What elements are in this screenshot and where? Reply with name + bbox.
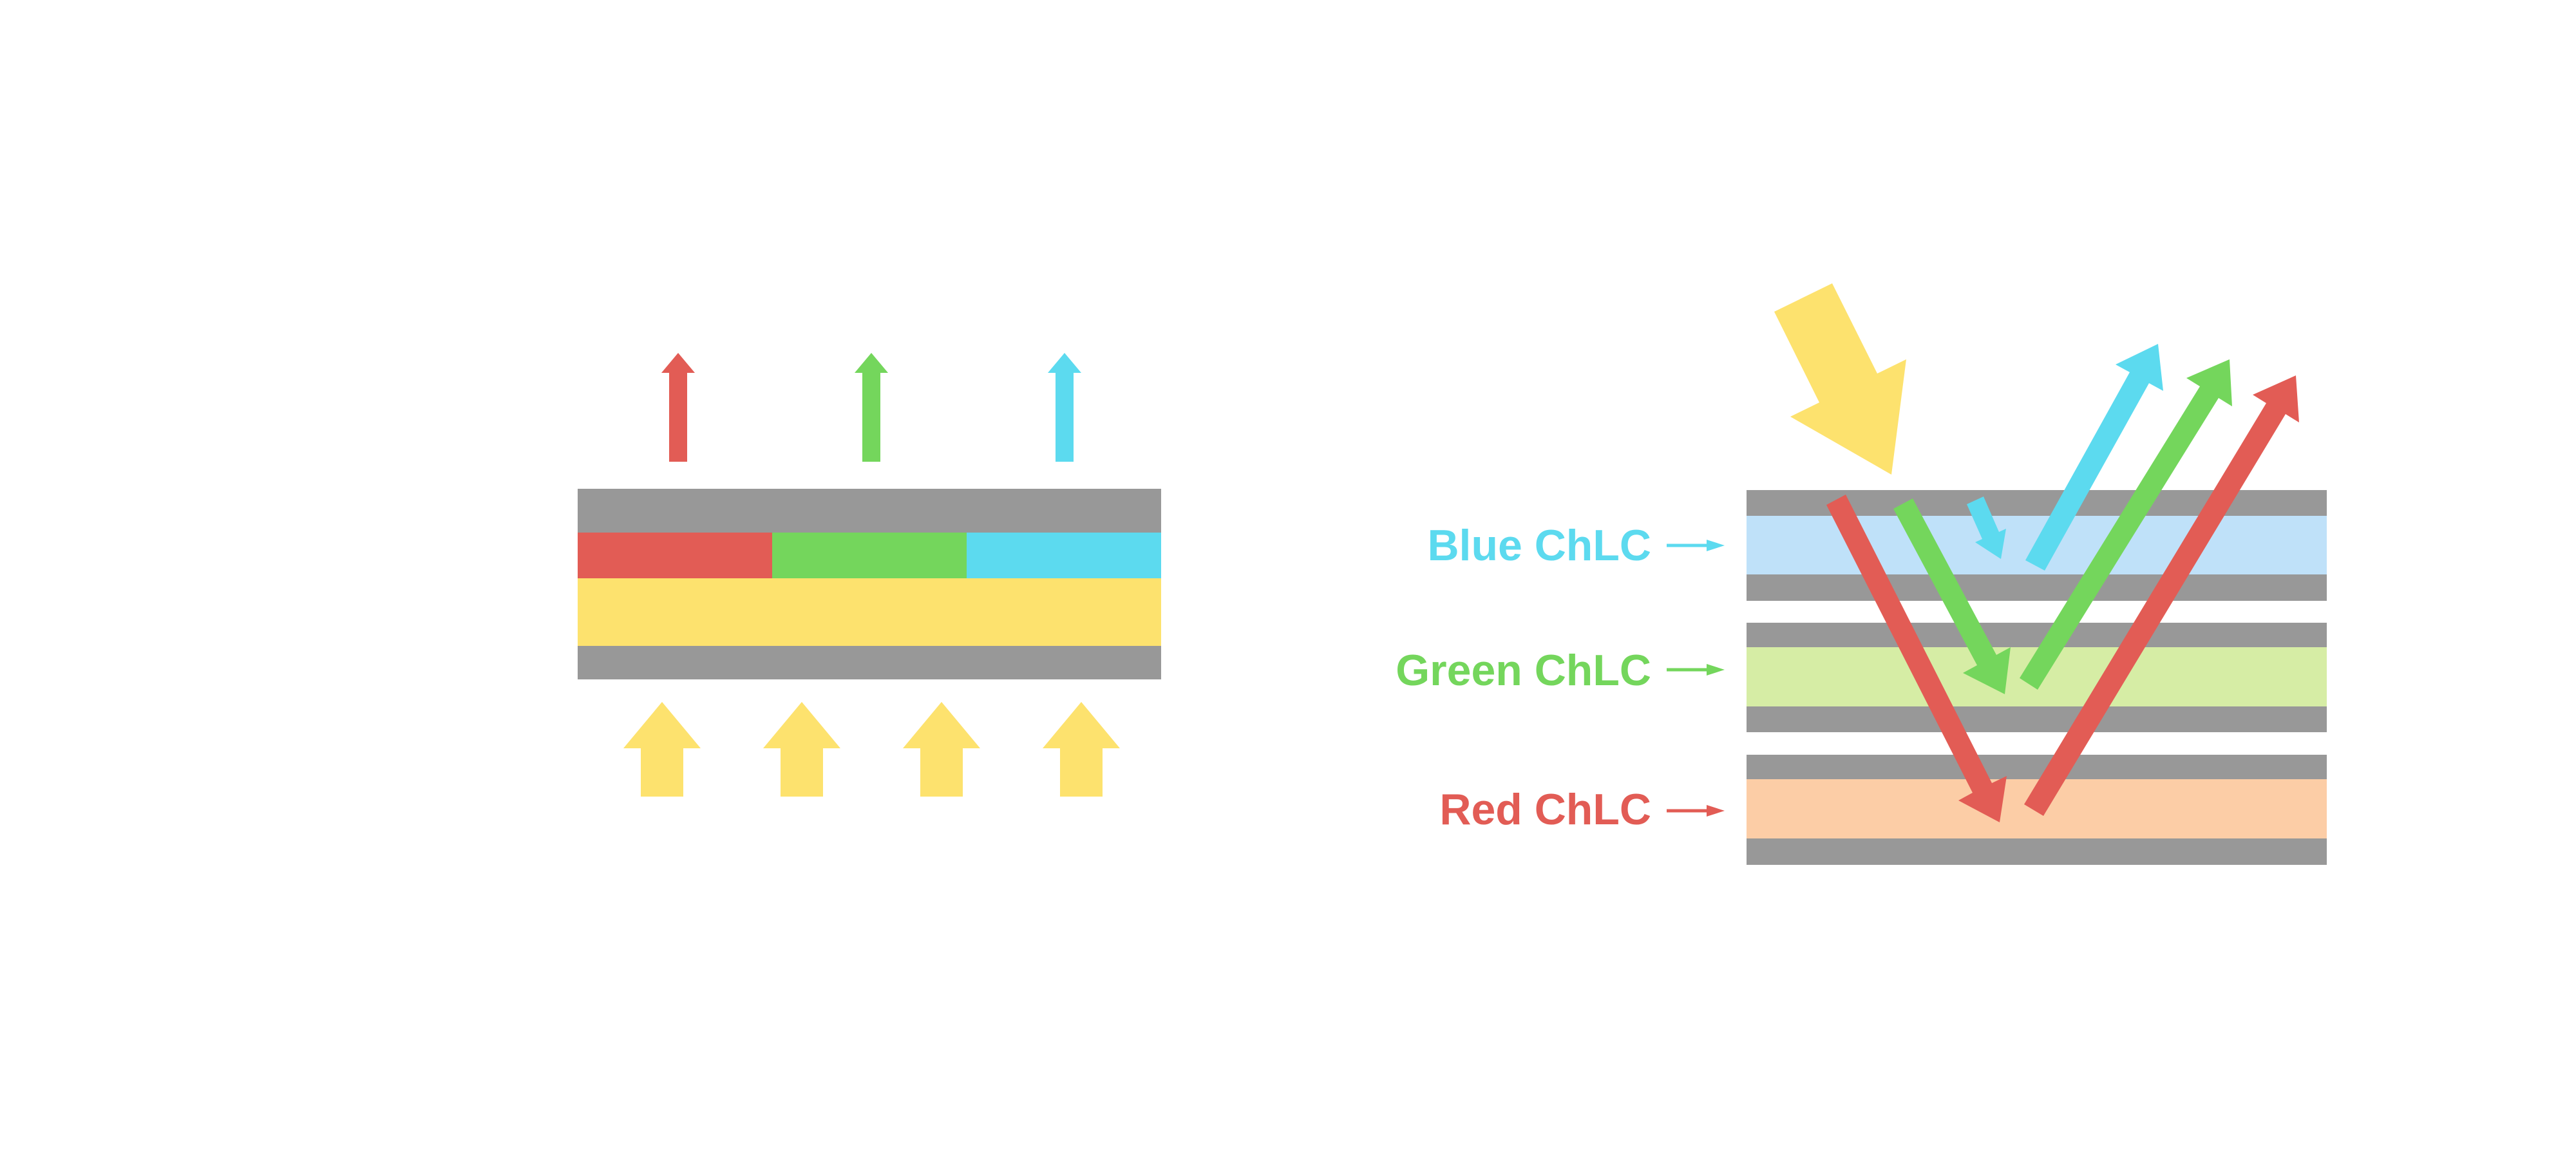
left-panel-red-filter-segment: [578, 533, 772, 578]
blue-chlc-label: Blue ChLC: [1427, 521, 1651, 570]
red-output-arrow-icon: [661, 353, 695, 462]
reflective-stack-diagram: Blue ChLC Green ChLC Red ChLC: [1396, 283, 2327, 865]
red-label-pointer-head: [1707, 805, 1725, 817]
stack-substrate-6: [1747, 838, 2327, 865]
red-chlc-label: Red ChLC: [1439, 785, 1651, 834]
green-label-pointer-arrow-icon: [1667, 664, 1725, 676]
left-panel-cyan-filter-segment: [967, 533, 1161, 578]
red-refracted-arrow-icon: [1826, 495, 2007, 822]
red-label-pointer-arrow-icon: [1667, 805, 1725, 817]
left-panel-bottom-substrate: [578, 646, 1161, 679]
blue-refracted-arrow-icon: [1967, 497, 2006, 559]
backlight-arrow-icon: [903, 702, 980, 797]
left-panel-top-substrate: [578, 489, 1161, 533]
stack-substrate-2: [1747, 574, 2327, 601]
green-refracted-arrow-icon: [1893, 498, 2011, 694]
blue-reflected-arrow-icon: [2025, 344, 2163, 571]
left-panel-backlight-layer: [578, 578, 1161, 646]
backlight-arrow-icon: [763, 702, 840, 797]
green-output-arrow-icon: [855, 353, 888, 462]
stack-substrate-3: [1747, 623, 2327, 647]
red-reflected-arrow-icon: [2024, 375, 2299, 816]
green-chlc-label: Green ChLC: [1396, 646, 1651, 695]
incident-light-arrow-icon: [1774, 283, 1906, 475]
backlight-arrow-icon: [623, 702, 701, 797]
left-panel-green-filter-segment: [772, 533, 967, 578]
backlight-arrow-icon: [1043, 702, 1120, 797]
stack-substrate-5: [1747, 755, 2327, 779]
blue-label-pointer-head: [1707, 540, 1725, 551]
green-reflected-arrow-icon: [2020, 359, 2232, 690]
stack-substrate-4: [1747, 706, 2327, 732]
cyan-output-arrow-icon: [1048, 353, 1081, 462]
blue-label-pointer-arrow-icon: [1667, 540, 1725, 551]
transmissive-panel-diagram: [578, 353, 1161, 797]
green-label-pointer-head: [1707, 664, 1725, 676]
